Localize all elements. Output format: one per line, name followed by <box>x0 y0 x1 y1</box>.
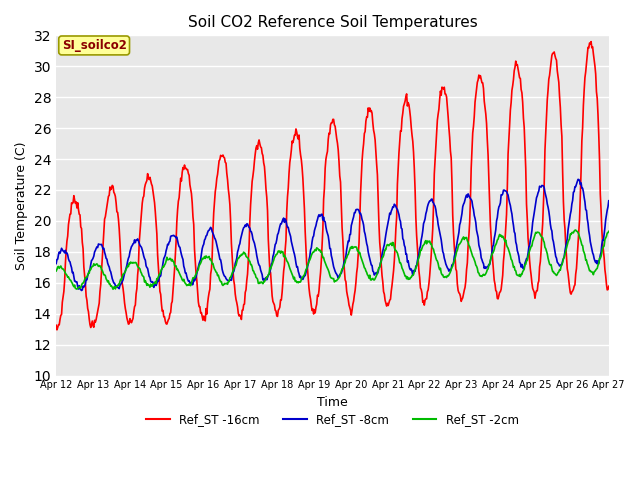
Y-axis label: Soil Temperature (C): Soil Temperature (C) <box>15 141 28 270</box>
Text: SI_soilco2: SI_soilco2 <box>61 39 127 52</box>
Title: Soil CO2 Reference Soil Temperatures: Soil CO2 Reference Soil Temperatures <box>188 15 477 30</box>
Legend: Ref_ST -16cm, Ref_ST -8cm, Ref_ST -2cm: Ref_ST -16cm, Ref_ST -8cm, Ref_ST -2cm <box>141 408 524 431</box>
X-axis label: Time: Time <box>317 396 348 409</box>
